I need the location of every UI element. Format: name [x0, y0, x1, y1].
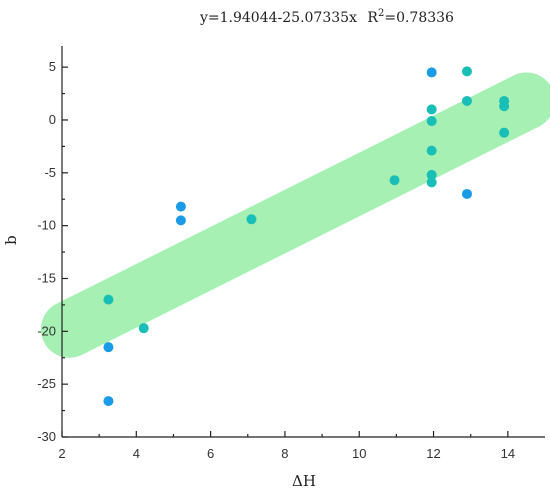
data-point: [461, 95, 472, 106]
x-axis-label: ΔH: [292, 472, 316, 490]
y-tick-label: -25: [37, 376, 56, 391]
x-tick-label: 8: [281, 446, 288, 461]
data-point: [246, 214, 257, 225]
data-point: [461, 66, 472, 77]
trend-band-shape: [40, 72, 550, 358]
y-tick-label: -20: [37, 323, 56, 338]
y-tick-label: -5: [44, 165, 56, 180]
x-tick-label: 2: [58, 446, 65, 461]
data-point: [175, 201, 186, 212]
data-point: [103, 294, 114, 305]
data-point: [426, 116, 437, 127]
data-point: [426, 145, 437, 156]
data-point: [461, 188, 472, 199]
y-tick-label: -10: [37, 218, 56, 233]
data-point: [499, 127, 510, 138]
data-points: [103, 66, 510, 407]
r2-value: =0.78336: [384, 10, 454, 26]
data-point: [103, 396, 114, 407]
x-tick-label: 10: [352, 446, 366, 461]
data-point: [426, 177, 437, 188]
y-tick-label: -15: [37, 270, 56, 285]
y-tick-label: 0: [49, 112, 56, 127]
y-axis-label: b: [2, 235, 20, 245]
y-tick-label: -30: [37, 429, 56, 444]
axes: 2 4 6 8 10 12 14 -30 -25 -20 -15 -10 -5 0 5: [37, 46, 545, 461]
data-point: [138, 323, 149, 334]
r2-superscript: 2: [378, 8, 384, 19]
x-tick-label: 4: [133, 446, 140, 461]
y-tick-label: 5: [49, 59, 56, 74]
data-point: [426, 169, 437, 180]
chart-title: y=1.94044-25.07335x R2=0.78336: [199, 8, 454, 26]
x-tick-label: 12: [426, 446, 440, 461]
data-point: [103, 342, 114, 353]
data-point: [175, 215, 186, 226]
x-tick-label: 6: [207, 446, 214, 461]
data-point: [389, 175, 400, 186]
trend-band: [40, 72, 550, 358]
data-point: [499, 101, 510, 112]
data-point: [426, 104, 437, 115]
r2-label: R: [367, 10, 378, 26]
equation-text: y=1.94044-25.07335x: [199, 10, 357, 26]
x-tick-label: 14: [501, 446, 515, 461]
data-point: [426, 67, 437, 78]
